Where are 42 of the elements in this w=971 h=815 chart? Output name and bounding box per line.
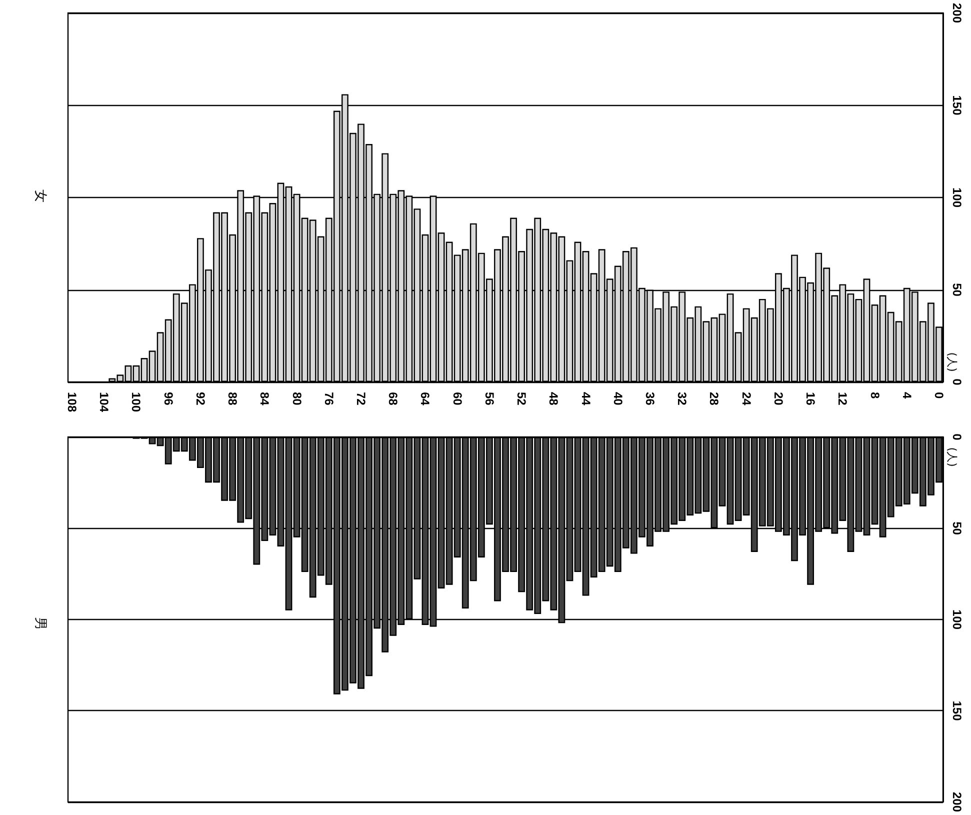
x-tick-label: 28 <box>707 392 722 406</box>
x-tick-label: 48 <box>546 392 561 406</box>
x-tick-label: 92 <box>193 392 208 406</box>
text: 男 <box>32 617 48 630</box>
y-tick-label: 150 <box>950 700 964 722</box>
x-tick-label: 56 <box>482 392 496 406</box>
y-tick-label: 200 <box>950 792 964 812</box>
x-tick-label: 96 <box>161 392 176 406</box>
x-tick-label: 84 <box>258 392 272 406</box>
x-tick-label: 20 <box>771 392 786 406</box>
x-tick-label: 16 <box>804 392 818 406</box>
y-tick-label: 0 <box>950 378 964 386</box>
x-tick-label: 24 <box>739 392 754 406</box>
x-tick-label: 52 <box>514 392 529 406</box>
x-tick-label: 0 <box>932 392 946 399</box>
x-tick-label: 108 <box>65 392 80 412</box>
x-tick-label: 4 <box>900 392 914 399</box>
y-tick-label: 50 <box>950 283 964 297</box>
x-tick-label: 100 <box>129 392 144 412</box>
y-tick-label: 100 <box>950 187 964 208</box>
text: 女 <box>32 190 48 202</box>
y-tick-label: 100 <box>950 609 964 630</box>
x-tick-label: 32 <box>675 392 690 406</box>
x-tick-label: 76 <box>322 392 336 406</box>
x-tick-label: 104 <box>97 392 112 412</box>
y-tick-label: 150 <box>950 95 964 116</box>
x-tick-label: 72 <box>354 392 368 406</box>
x-tick-label: 64 <box>418 392 432 406</box>
x-tick-label: 8 <box>868 392 882 399</box>
x-tick-label: 60 <box>450 392 464 406</box>
x-tick-label: 68 <box>386 392 400 406</box>
x-tick-label: 80 <box>290 392 304 406</box>
y-axis-title: (人) <box>946 352 958 372</box>
y-tick-label: 200 <box>950 2 964 24</box>
x-tick-label: 88 <box>226 392 240 406</box>
y-tick-label: 50 <box>950 522 964 536</box>
y-axis-title: (人) <box>946 447 958 467</box>
x-tick-label: 36 <box>642 392 657 406</box>
x-tick-label: 40 <box>610 392 625 406</box>
y-tick-label: 0 <box>950 434 964 441</box>
x-tick-label: 12 <box>836 392 850 406</box>
x-tick-label: 44 <box>578 392 593 406</box>
